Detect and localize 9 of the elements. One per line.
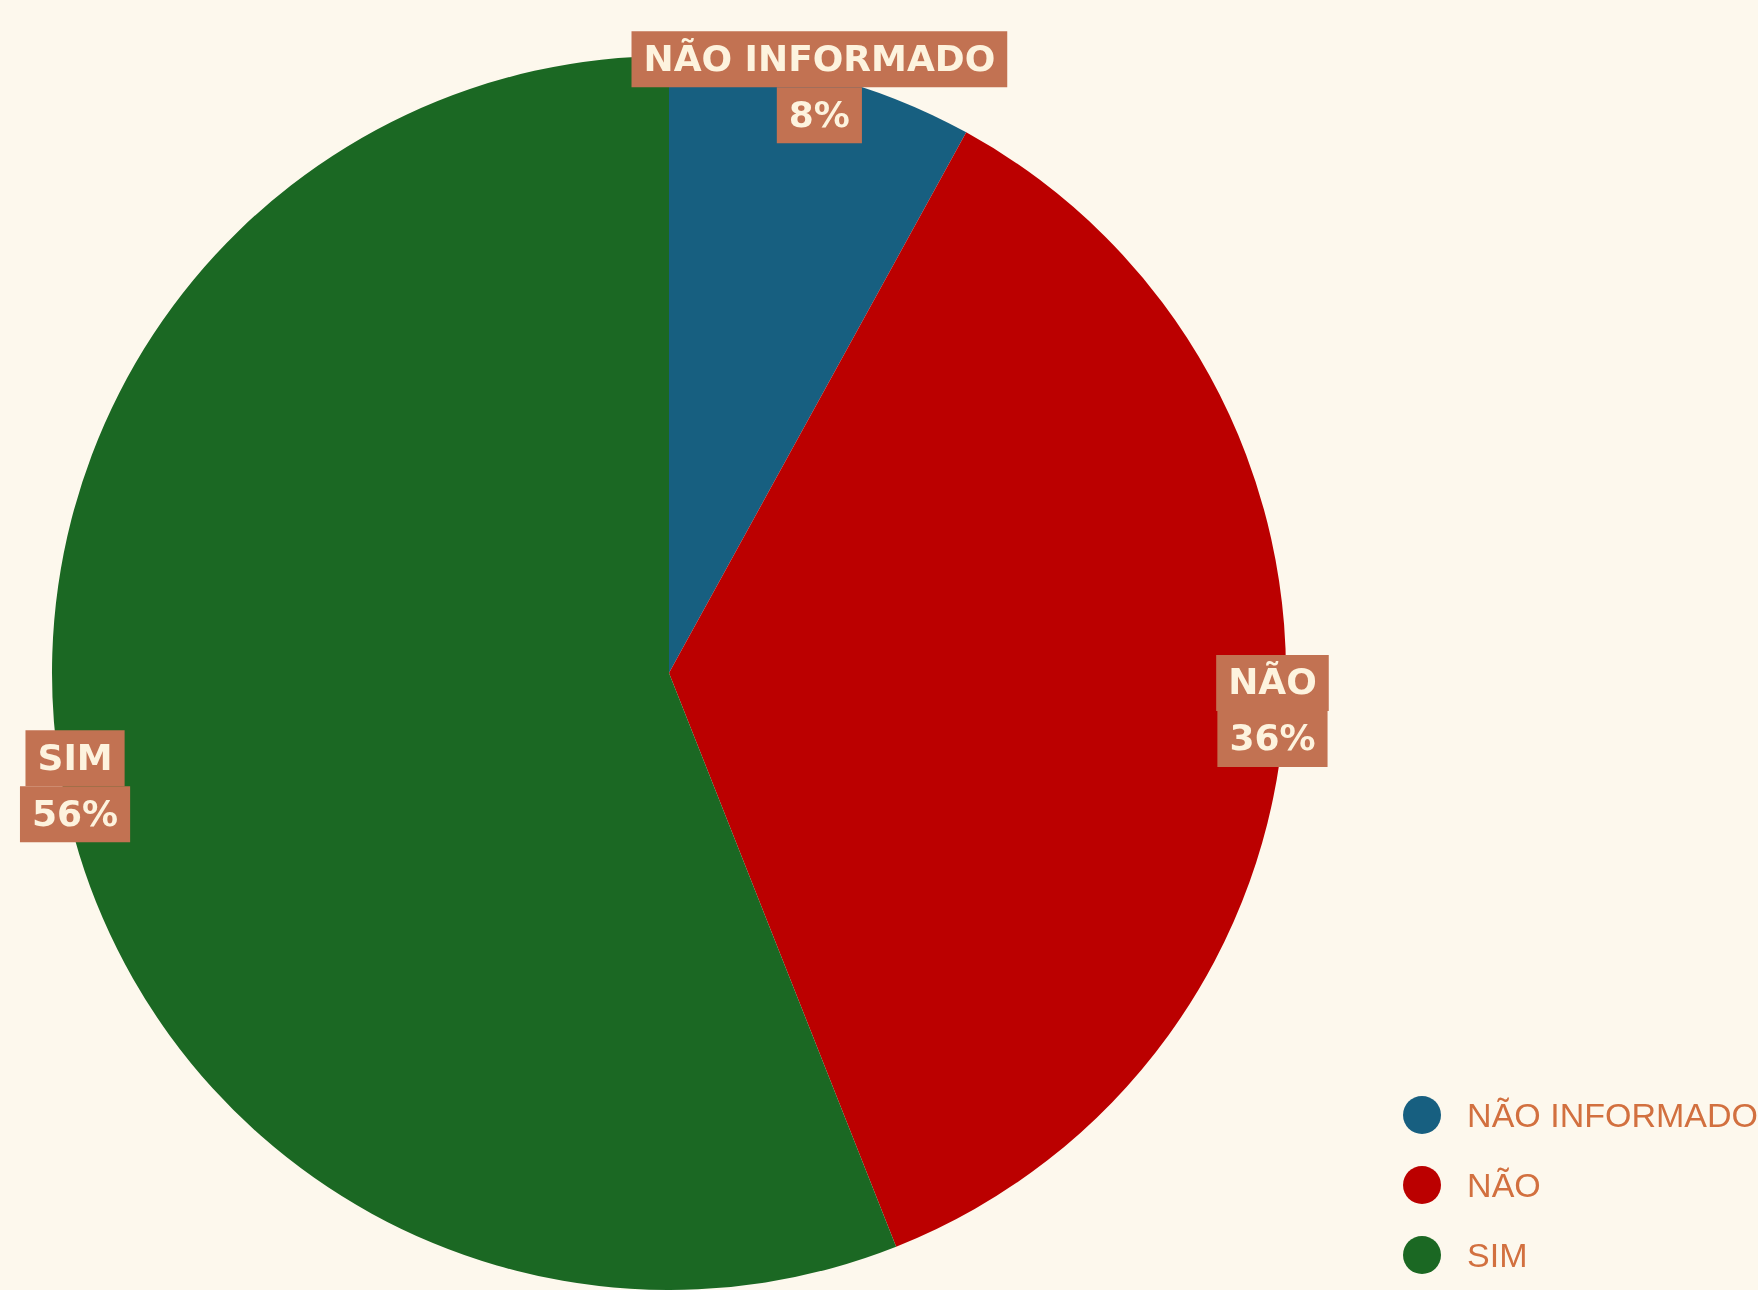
slice-label: SIM: [37, 736, 113, 778]
legend-label: NÃO: [1467, 1165, 1541, 1205]
data-label: 56%: [31, 792, 119, 834]
legend-label: NÃO INFORMADO: [1467, 1095, 1758, 1135]
data-label: 8%: [788, 93, 850, 135]
legend-label: SIM: [1467, 1235, 1528, 1275]
slice-label: NÃO: [1228, 661, 1317, 703]
slice-label: NÃO INFORMADO: [643, 37, 996, 79]
data-label: 36%: [1229, 717, 1316, 759]
